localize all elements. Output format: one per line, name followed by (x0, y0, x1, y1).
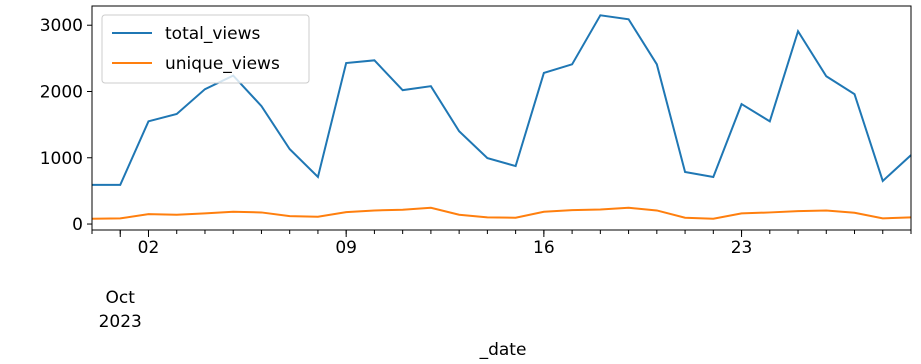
x-axis-label: _date (479, 340, 527, 360)
y-tick-label: 0 (72, 215, 83, 235)
y-tick-label: 3000 (40, 16, 83, 36)
line-series (91, 206, 912, 220)
x-tick-label: 09 (335, 238, 357, 258)
x-tick-label: 02 (137, 238, 160, 258)
y-tick-label: 2000 (40, 82, 83, 102)
legend: total_views unique_views (101, 14, 310, 84)
legend-label: unique_views (165, 54, 280, 74)
x-tick-label: 23 (730, 238, 753, 258)
x-tick-label: Oct 2023 (98, 288, 142, 332)
y-tick-label: 1000 (40, 149, 83, 169)
legend-label: total_views (165, 24, 261, 44)
x-tick-label: 16 (533, 238, 555, 258)
plot-frame (91, 5, 912, 231)
legend-box (101, 14, 310, 84)
